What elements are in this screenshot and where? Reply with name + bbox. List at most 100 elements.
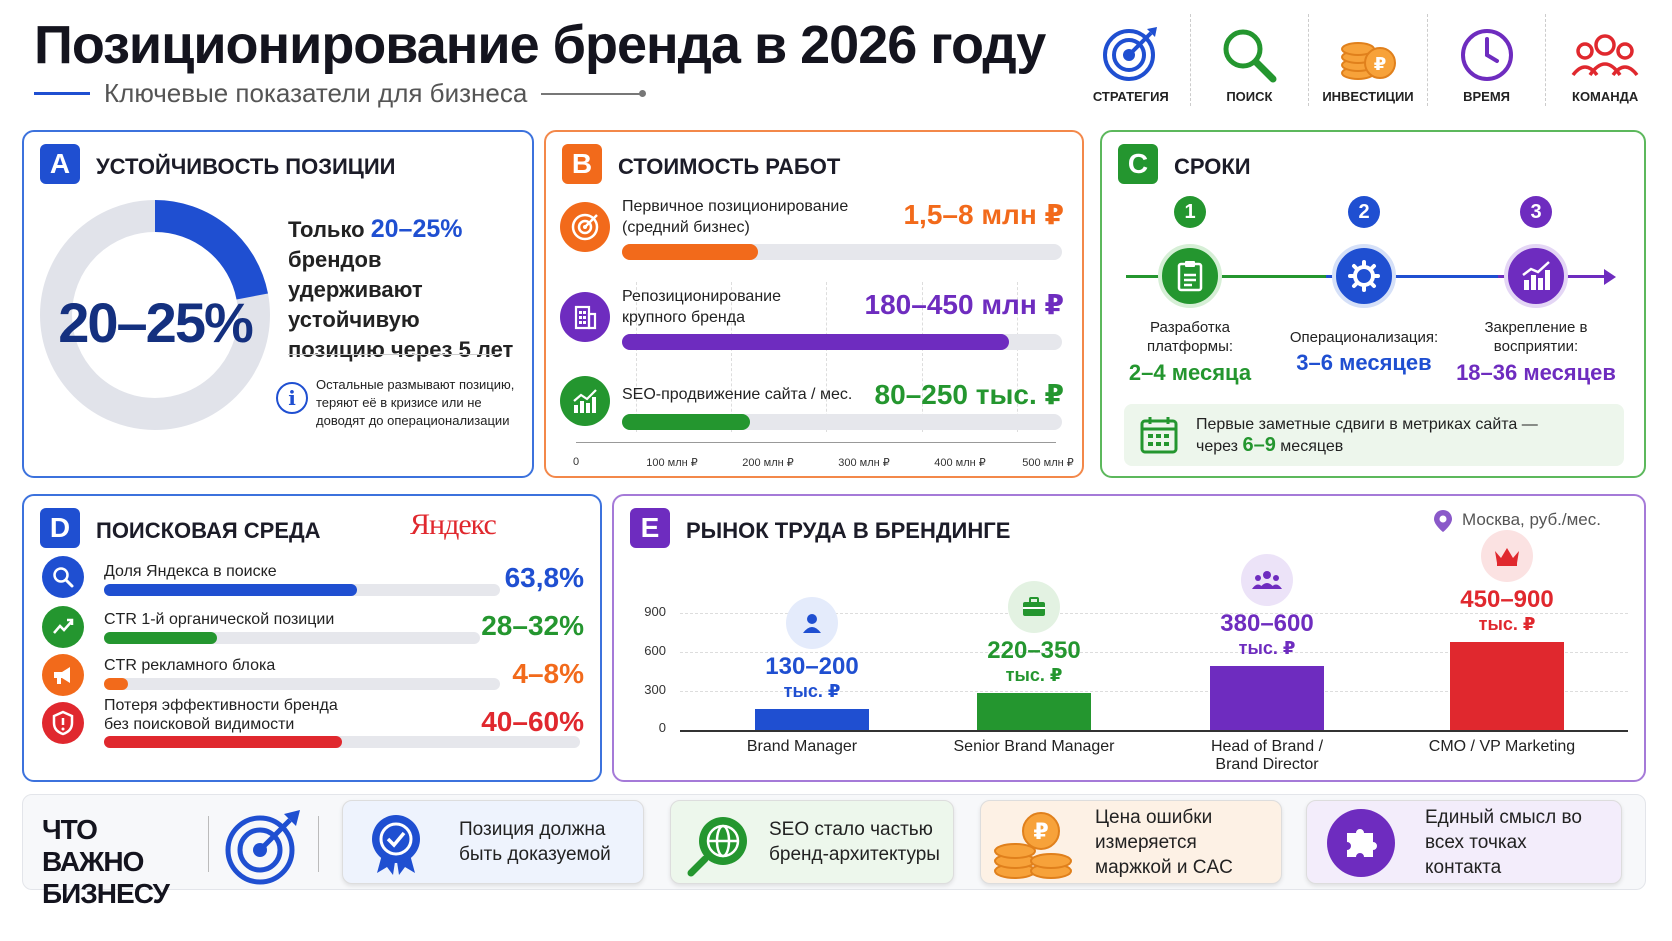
search-icon <box>1223 29 1277 83</box>
megaphone-icon <box>42 654 84 696</box>
timeline-note-text: Первые заметные сдвиги в метриках сайта … <box>1196 414 1538 457</box>
grid-line <box>680 652 1628 653</box>
svg-text:₽: ₽ <box>1033 820 1048 845</box>
grid-line <box>680 691 1628 692</box>
salary-value-label: 220–350 тыс. ₽ <box>934 637 1134 686</box>
y-tick-label: 900 <box>644 604 666 619</box>
panel-title: Устойчивость позиции <box>96 154 396 179</box>
footer-card-error-cost: ₽ Цена ошибки измеряется маржкой и CAC <box>980 800 1282 884</box>
y-tick-label: 600 <box>644 643 666 658</box>
search-metric-bar-fill <box>104 584 357 596</box>
step-value: 2–4 месяца <box>1128 360 1252 385</box>
page-title: Позиционирование бренда в 2026 году <box>34 15 1046 75</box>
topicon-search[interactable]: ПОИСК <box>1191 14 1310 106</box>
topicon-team[interactable]: КОМАНДА <box>1546 14 1664 106</box>
divider <box>288 354 498 355</box>
x-axis-line <box>680 730 1628 732</box>
person-icon <box>786 596 838 649</box>
search-icon <box>42 556 84 598</box>
search-metric-label: Доля Яндекса в поиске <box>104 563 277 580</box>
cost-bar-fill <box>622 414 750 430</box>
panel-title: Рынок труда в брендинге <box>686 518 1011 543</box>
search-metric-label: Потеря эффективности бренда без поисково… <box>104 697 338 733</box>
coins-icon: ₽ <box>994 812 1072 879</box>
footer-heading: ЧТО ВАЖНО БИЗНЕСУ <box>42 814 170 909</box>
salary-value-label: 450–900 тыс. ₽ <box>1407 586 1607 635</box>
salary-value-label: 130–200 тыс. ₽ <box>712 653 912 702</box>
note-line-2: через 6–9 месяцев <box>1196 435 1538 457</box>
step-label: Операционализация: <box>1289 329 1439 346</box>
search-metric-bar <box>104 736 580 748</box>
salary-unit: тыс. ₽ <box>1478 614 1536 635</box>
document-icon <box>1158 244 1222 308</box>
stability-note: Остальные размывают позицию, теряют её в… <box>316 377 515 428</box>
panel-timeline: C Сроки 1 Разработка платформы: 2–4 меся… <box>1100 130 1646 478</box>
topicon-investments[interactable]: ₽ ИНВЕСТИЦИИ <box>1309 14 1428 106</box>
growth-icon <box>42 606 84 648</box>
crown-icon <box>1481 530 1533 583</box>
search-metric-bar <box>104 678 500 690</box>
coins-icon: ₽ <box>1340 42 1396 80</box>
stability-text: Только 20–25% брендов удерживают устойчи… <box>288 214 518 365</box>
grid-line <box>636 282 637 432</box>
note-line-1: Первые заметные сдвиги в метриках сайта … <box>1196 416 1538 433</box>
search-metric-label: CTR рекламного блока <box>104 657 276 674</box>
panel-title: Стоимость работ <box>618 154 841 179</box>
topicon-label: СТРАТЕГИЯ <box>1092 89 1169 104</box>
cost-value: 180–450 млн ₽ <box>864 289 1064 320</box>
cost-label: Репозиционирование крупного бренда <box>622 288 781 326</box>
cost-bar-fill <box>622 334 1010 350</box>
award-icon <box>372 815 420 875</box>
y-tick-label: 300 <box>644 682 666 697</box>
timeline-arrow-icon <box>1604 269 1616 285</box>
cost-bar <box>622 244 1062 260</box>
note-through: через <box>1196 438 1239 455</box>
panel-labor-market: E Рынок труда в брендинге Москва, руб./м… <box>612 494 1646 782</box>
search-metric-bar-fill <box>104 736 342 748</box>
salary-bar <box>1210 666 1324 730</box>
briefcase-icon <box>1008 580 1060 633</box>
cost-axis-tick: 500 млн ₽ <box>1022 457 1074 469</box>
building-icon <box>560 292 610 342</box>
timeline-note: Первые заметные сдвиги в метриках сайта … <box>1124 404 1624 466</box>
calendar-icon <box>1140 417 1178 454</box>
step-label: Разработка платформы: <box>1146 319 1234 355</box>
topicon-time[interactable]: ВРЕМЯ <box>1428 14 1547 106</box>
gear-icon <box>1332 244 1396 308</box>
cost-value: 1,5–8 млн ₽ <box>903 199 1064 230</box>
search-metric-value: 40–60% <box>481 706 584 737</box>
top-icon-bar: СТРАТЕГИЯ ПОИСК ₽ ИНВЕСТИЦИИ ВРЕМЯ КОМАН… <box>1072 14 1664 106</box>
shield-icon <box>42 702 84 744</box>
footer-card-text: Цена ошибки измеряется маржкой и CAC <box>1095 807 1233 878</box>
y-tick-label: 0 <box>658 720 666 735</box>
search-metric-value: 4–8% <box>512 658 584 689</box>
cost-bar-fill <box>622 244 759 260</box>
step-value: 18–36 месяцев <box>1456 360 1616 385</box>
footer-card-text: Единый смысл во всех точках контакта <box>1425 807 1582 878</box>
note-highlight: 6–9 <box>1242 434 1276 456</box>
search-metric-bar <box>104 632 480 644</box>
cost-label: Первичное позиционирование (средний бизн… <box>622 198 849 236</box>
puzzle-icon <box>1327 809 1395 877</box>
globe-search-icon <box>687 817 747 877</box>
search-metric-bar <box>104 584 500 596</box>
chart-icon <box>1504 244 1568 308</box>
cost-axis-tick: 400 млн ₽ <box>934 457 986 469</box>
panel-badge: C <box>1118 144 1158 184</box>
grid-line <box>1017 282 1018 432</box>
search-metric-bar-fill <box>104 632 217 644</box>
search-metric-value: 63,8% <box>504 562 584 593</box>
topicon-strategy[interactable]: СТРАТЕГИЯ <box>1072 14 1191 106</box>
location-label: Москва, руб./мес. <box>1462 510 1601 529</box>
timeline-line-green <box>1126 275 1326 278</box>
footer-divider <box>318 816 319 872</box>
yandex-logo: Яндекс <box>410 508 497 541</box>
footer-card-seo: SEO стало частью бренд-архитектуры <box>670 800 954 884</box>
panel-badge: D <box>40 508 80 548</box>
topicon-label: ПОИСК <box>1226 89 1273 104</box>
salary-unit: тыс. ₽ <box>1005 664 1063 685</box>
grid-line <box>922 282 923 432</box>
panel-badge: E <box>630 508 670 548</box>
salary-range: 130–200 <box>765 652 859 680</box>
target-icon <box>225 810 300 885</box>
